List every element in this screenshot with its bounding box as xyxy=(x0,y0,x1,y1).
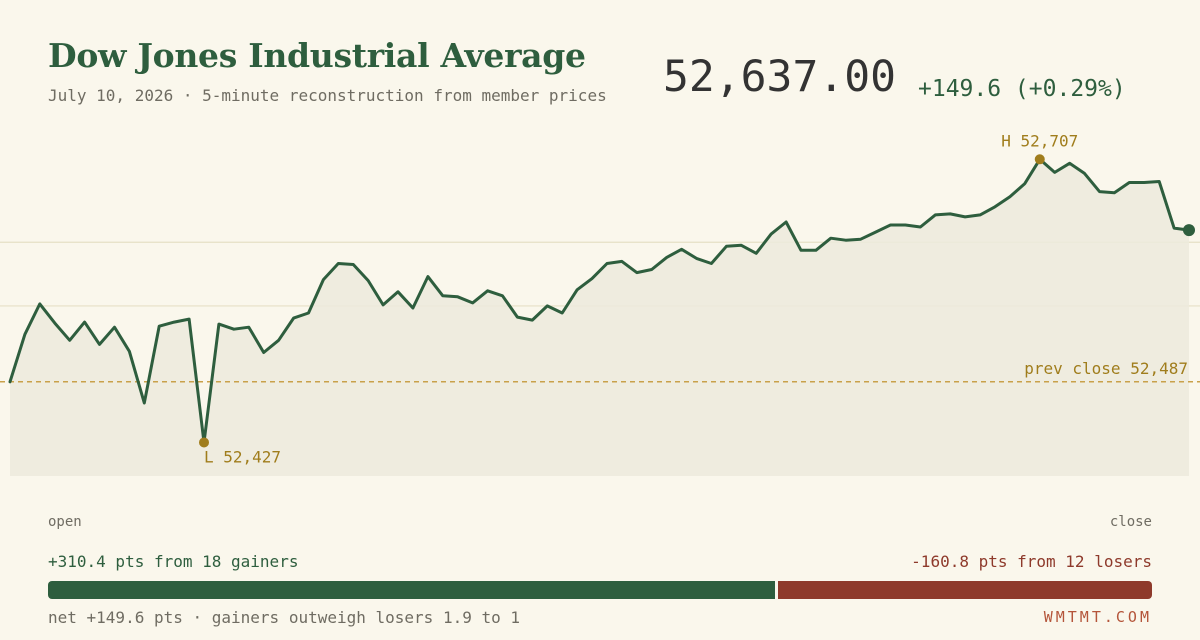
prev-close-label: prev close 52,487 xyxy=(1024,359,1188,378)
high-marker xyxy=(1034,154,1045,165)
low-marker xyxy=(199,437,210,448)
x-axis-open-label: open xyxy=(48,514,82,530)
page-subtitle: July 10, 2026 · 5-minute reconstruction … xyxy=(48,86,607,105)
brand-wordmark: WMTMT.COM xyxy=(1043,608,1152,626)
current-price: 52,637.00 xyxy=(663,52,896,102)
breadth-bar xyxy=(48,581,1152,599)
gainers-summary: +310.4 pts from 18 gainers xyxy=(48,552,299,571)
net-summary: net +149.6 pts · gainers outweigh losers… xyxy=(48,608,521,627)
close-marker xyxy=(1183,224,1195,237)
chart-area-fill xyxy=(10,159,1189,477)
price-change: +149.6 (+0.29%) xyxy=(918,76,1126,102)
high-label: H 52,707 xyxy=(1001,131,1078,150)
gainers-bar-segment xyxy=(48,581,775,599)
low-label: L 52,427 xyxy=(204,447,281,466)
page-title: Dow Jones Industrial Average xyxy=(48,36,586,75)
chart-series-line xyxy=(8,157,1191,444)
losers-bar-segment xyxy=(778,581,1152,599)
intraday-line-chart: prev close 52,487 L 52,427 H 52,707 xyxy=(0,131,1200,477)
losers-summary: -160.8 pts from 12 losers xyxy=(911,552,1152,571)
x-axis-close-label: close xyxy=(1109,514,1152,530)
